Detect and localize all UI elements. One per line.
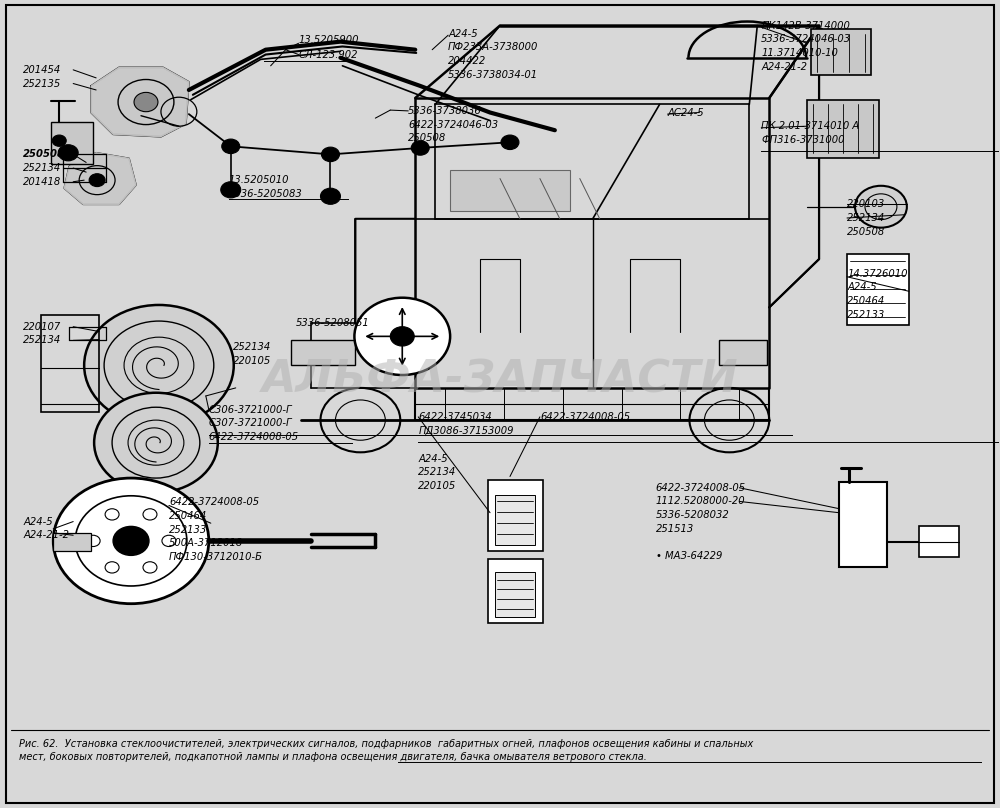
Circle shape	[390, 326, 414, 346]
Bar	[51, 122, 93, 164]
Bar	[53, 532, 91, 550]
Text: 11.3714010-10: 11.3714010-10	[761, 48, 838, 58]
Text: 6422-3724046-03: 6422-3724046-03	[408, 120, 498, 129]
Text: 6422-3745034: 6422-3745034	[418, 412, 492, 422]
Circle shape	[53, 478, 209, 604]
Circle shape	[86, 535, 100, 546]
Text: 5336-3738034-01: 5336-3738034-01	[448, 69, 538, 80]
Text: 252134: 252134	[847, 213, 885, 223]
Circle shape	[501, 135, 519, 149]
Text: ФП316-3731000: ФП316-3731000	[761, 135, 845, 145]
Text: 252133: 252133	[169, 524, 207, 535]
Circle shape	[113, 526, 149, 555]
Text: 13.5205900: 13.5205900	[299, 35, 359, 45]
Text: 252135: 252135	[23, 78, 62, 89]
Text: С306-3721000-Г: С306-3721000-Г	[209, 405, 292, 415]
Polygon shape	[91, 67, 189, 137]
Text: 14.3726010: 14.3726010	[847, 268, 908, 279]
Text: С307-3721000-Г: С307-3721000-Г	[209, 419, 292, 428]
Text: 252134: 252134	[233, 342, 271, 351]
Text: А24-5: А24-5	[418, 454, 448, 464]
Text: 5336-5208051: 5336-5208051	[296, 318, 369, 329]
Text: 5336-3724046-03: 5336-3724046-03	[761, 34, 851, 44]
Bar	[847, 255, 909, 325]
Text: А24-5: А24-5	[448, 28, 478, 39]
Text: • МАЗ-64229: • МАЗ-64229	[656, 551, 722, 562]
Bar	[811, 29, 871, 75]
Text: ПД3086-37153009: ПД3086-37153009	[418, 426, 514, 436]
Circle shape	[855, 186, 907, 228]
Text: А24-21-2: А24-21-2	[23, 530, 69, 541]
Text: 250464: 250464	[169, 511, 207, 521]
Text: АС24-5: АС24-5	[668, 107, 704, 117]
Text: Рис. 62.  Установка стеклоочистителей, электрических сигналов, подфарников  габа: Рис. 62. Установка стеклоочистителей, эл…	[19, 739, 754, 749]
Bar	[450, 170, 570, 211]
Bar	[919, 526, 959, 557]
Bar	[495, 495, 535, 545]
Text: 220103: 220103	[847, 200, 885, 209]
Circle shape	[162, 535, 176, 546]
Circle shape	[222, 139, 240, 154]
Text: 252134: 252134	[23, 335, 62, 345]
Text: 201454: 201454	[23, 65, 62, 75]
Circle shape	[134, 92, 158, 112]
Text: ПФ130-3712010-Б: ПФ130-3712010-Б	[169, 552, 263, 562]
Circle shape	[320, 188, 340, 204]
Text: 5336-3738036: 5336-3738036	[408, 106, 482, 116]
Text: 1112.5208000-20: 1112.5208000-20	[656, 496, 745, 507]
Polygon shape	[64, 153, 136, 204]
Bar	[807, 99, 879, 158]
Bar	[495, 572, 535, 617]
Text: 6422-3724008-05: 6422-3724008-05	[169, 497, 259, 507]
Bar	[488, 558, 543, 623]
Circle shape	[58, 145, 78, 161]
Text: 6422-3724008-05: 6422-3724008-05	[209, 432, 299, 442]
Text: 5336-5208032: 5336-5208032	[656, 510, 729, 520]
Text: 6422-3724008-05: 6422-3724008-05	[540, 412, 630, 422]
Text: 250508: 250508	[23, 149, 65, 159]
Bar	[41, 315, 99, 412]
Text: СЛ-123.902: СЛ-123.902	[299, 49, 358, 60]
Text: 204422: 204422	[448, 56, 486, 66]
Text: 250464: 250464	[847, 296, 885, 306]
Text: мест, боковых повторителей, подкапотной лампы и плафона освещения двигателя, бач: мест, боковых повторителей, подкапотной …	[19, 751, 647, 762]
Text: 252134: 252134	[23, 163, 62, 173]
Text: 6422-3724008-05: 6422-3724008-05	[656, 482, 746, 493]
Text: 250508: 250508	[408, 133, 447, 143]
Text: 220105: 220105	[233, 356, 271, 365]
Text: 251513: 251513	[656, 524, 694, 534]
Text: 252133: 252133	[847, 309, 885, 320]
Text: 5336-5205083: 5336-5205083	[229, 189, 303, 199]
Text: А24-21-2: А24-21-2	[761, 61, 807, 72]
Circle shape	[354, 297, 450, 375]
Text: 250508: 250508	[847, 227, 885, 237]
Circle shape	[52, 135, 66, 146]
Bar	[291, 339, 355, 365]
Text: 220105: 220105	[418, 481, 456, 491]
Text: 220107: 220107	[23, 322, 62, 332]
Circle shape	[321, 147, 339, 162]
Text: 201418: 201418	[23, 177, 62, 187]
Text: ПК 2.01-3714010 А: ПК 2.01-3714010 А	[761, 121, 860, 131]
Text: ПФ233А-3738000: ПФ233А-3738000	[448, 42, 539, 53]
Circle shape	[143, 562, 157, 573]
Text: А24-5: А24-5	[847, 282, 877, 292]
Circle shape	[94, 393, 218, 493]
Text: 500А-3712018: 500А-3712018	[169, 538, 243, 549]
Bar	[488, 480, 543, 550]
Circle shape	[105, 562, 119, 573]
Bar	[719, 339, 767, 365]
Circle shape	[105, 509, 119, 520]
Text: ПК142В-3714000: ПК142В-3714000	[761, 20, 850, 31]
Circle shape	[143, 509, 157, 520]
Text: А24-5: А24-5	[23, 516, 53, 527]
Circle shape	[89, 174, 105, 187]
Circle shape	[84, 305, 234, 426]
Text: 252134: 252134	[418, 468, 456, 478]
Text: 13.5205010: 13.5205010	[229, 175, 289, 185]
Bar	[839, 482, 887, 566]
Text: АЛЬФА-ЗАПЧАСТИ: АЛЬФА-ЗАПЧАСТИ	[262, 358, 738, 402]
Circle shape	[411, 141, 429, 155]
Circle shape	[221, 182, 241, 198]
